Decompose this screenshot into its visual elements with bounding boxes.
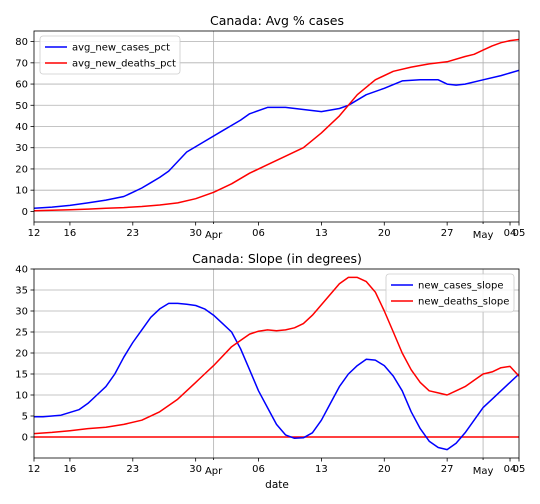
- series-line-new-deaths-slope: [34, 276, 519, 435]
- x-tick-label: 13: [315, 464, 328, 475]
- x-tick-label: 20: [378, 464, 391, 475]
- series-line-avg-new-deaths-pct: [34, 38, 519, 212]
- y-tick-label: 20: [15, 164, 28, 175]
- legend-box: [39, 35, 181, 75]
- x-tick-label: 20: [378, 228, 391, 239]
- y-tick-label: 0: [22, 207, 28, 218]
- chart-title: Canada: Slope (in degrees): [192, 251, 362, 266]
- legend-label: new_cases_slope: [418, 281, 503, 292]
- x-tick-label: 23: [126, 464, 139, 475]
- y-tick-label: 20: [15, 349, 28, 360]
- x-tick-label: 12: [28, 464, 41, 475]
- y-tick-label: 40: [15, 265, 28, 276]
- y-tick-label: 25: [15, 328, 28, 339]
- legend: new_cases_slope new_deaths_slope: [385, 273, 515, 313]
- x-axis-label: date: [265, 479, 289, 491]
- x-tick-label: 30: [189, 464, 202, 475]
- y-tick-label: 10: [15, 391, 28, 402]
- legend-label: new_deaths_slope: [418, 297, 509, 308]
- x-tick-label: 30: [189, 228, 202, 239]
- chart-slope: Canada: Slope (in degrees) 0510152025303…: [15, 251, 525, 477]
- y-tick-label: 15: [15, 370, 28, 381]
- chart-title: Canada: Avg % cases: [210, 13, 344, 28]
- x-tick-label: 05: [513, 228, 526, 239]
- x-tick-label: 04: [504, 228, 517, 239]
- x-tick-label: 04: [504, 464, 517, 475]
- y-tick-label: 60: [15, 80, 28, 91]
- chart-avg-pct: Canada: Avg % cases 0 10 20 30 40 50 60 70 80 12 1…: [15, 13, 525, 241]
- plot-frame: [33, 268, 520, 459]
- series-line-avg-new-cases-pct: [34, 69, 519, 209]
- x-tick-label: 23: [126, 228, 139, 239]
- legend-label: avg_new_cases_pct: [72, 43, 170, 54]
- x-tick-label: Apr: [205, 466, 223, 477]
- y-tick-label: 30: [15, 143, 28, 154]
- x-tick-label: 16: [64, 464, 77, 475]
- y-tick-label: 0: [22, 433, 28, 444]
- y-tick-label: 30: [15, 307, 28, 318]
- x-tick-label: 12: [28, 228, 41, 239]
- x-tick-label: 27: [441, 464, 454, 475]
- legend-box: [385, 273, 515, 313]
- x-tick-label: Apr: [205, 230, 223, 241]
- y-tick-label: 70: [15, 58, 28, 69]
- y-tick-label: 40: [15, 122, 28, 133]
- plot-frame: [33, 30, 520, 223]
- y-tick-label: 10: [15, 186, 28, 197]
- x-tick-label: 16: [64, 228, 77, 239]
- y-tick-label: 50: [15, 101, 28, 112]
- x-tick-label: 06: [252, 228, 265, 239]
- x-tick-label: 05: [513, 464, 526, 475]
- x-tick-label: 27: [441, 228, 454, 239]
- y-tick-label: 35: [15, 286, 28, 297]
- legend: avg_new_cases_pct avg_new_deaths_pct: [39, 35, 181, 75]
- legend-label: avg_new_deaths_pct: [72, 59, 176, 70]
- y-tick-label: 5: [22, 412, 28, 423]
- y-tick-label: 80: [15, 37, 28, 48]
- series-line-new-cases-slope: [34, 302, 519, 451]
- x-tick-label: 06: [252, 464, 265, 475]
- x-tick-label: May: [473, 466, 494, 477]
- x-tick-label: May: [473, 230, 494, 241]
- x-tick-label: 13: [315, 228, 328, 239]
